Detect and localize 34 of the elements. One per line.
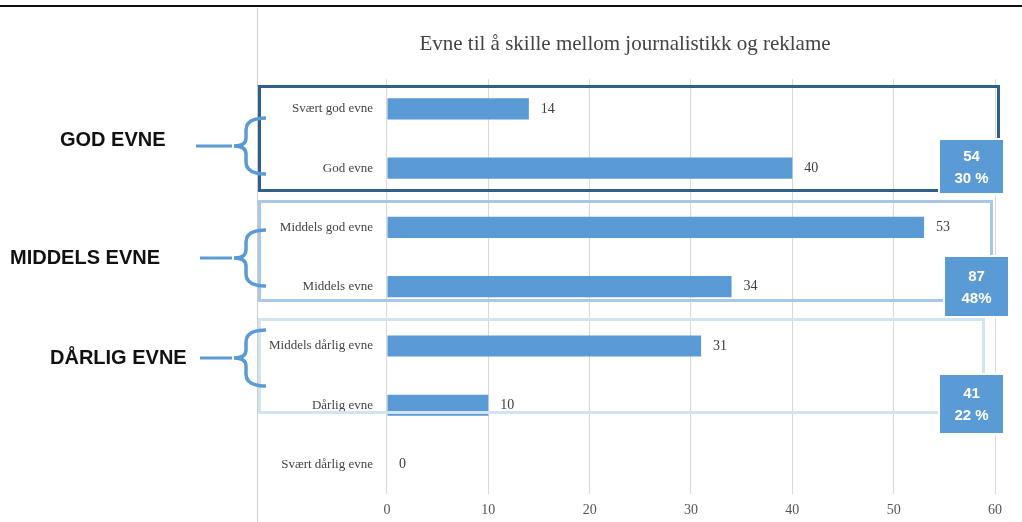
y-tick-label: Middels god evne xyxy=(279,218,374,234)
y-tick-label: Middels evne xyxy=(302,278,374,294)
annotation: 30 % xyxy=(954,167,989,188)
x-tick-label: 60 xyxy=(988,502,1002,518)
annotation: 22 % xyxy=(954,405,989,425)
annotation: 48% xyxy=(961,287,992,308)
x-tick-label: 0 xyxy=(383,502,391,518)
callout-box: 41 22 % xyxy=(938,373,1005,435)
x-tick-label: 10 xyxy=(481,502,496,518)
text: MIDDELS EVNE xyxy=(10,246,161,269)
text: GOD EVNE xyxy=(60,128,166,151)
y-tick-label: God evne xyxy=(322,159,374,175)
y-tick-label: Svært god evne xyxy=(292,100,374,116)
data-label: 0 xyxy=(398,456,406,472)
annotation: 41 xyxy=(963,383,980,403)
annotation: 87 xyxy=(968,265,985,286)
x-tick-label: 40 xyxy=(785,502,800,518)
y-tick-label: Dårlig evne xyxy=(311,396,374,412)
callout-box: 87 48% xyxy=(943,255,1010,318)
text: DÅRLIG EVNE xyxy=(50,346,187,369)
data-label: 53 xyxy=(936,219,951,235)
data-label: 14 xyxy=(540,100,555,116)
chart-title: Evne til å skille mellom journalistikk og reklame xyxy=(419,31,831,56)
callout-box: 54 30 % xyxy=(938,138,1005,195)
x-tick-label: 20 xyxy=(582,502,597,518)
y-tick-label: Svært dårlig evne xyxy=(281,455,374,471)
x-tick-label: 30 xyxy=(683,502,698,518)
annotation: 54 xyxy=(963,145,980,166)
data-label: 10 xyxy=(500,396,515,412)
data-label: 31 xyxy=(713,337,728,353)
y-tick-label: Middels dårlig evne xyxy=(268,337,374,353)
data-label: 40 xyxy=(804,159,819,175)
x-tick-label: 50 xyxy=(886,502,901,518)
data-label: 34 xyxy=(743,278,758,294)
